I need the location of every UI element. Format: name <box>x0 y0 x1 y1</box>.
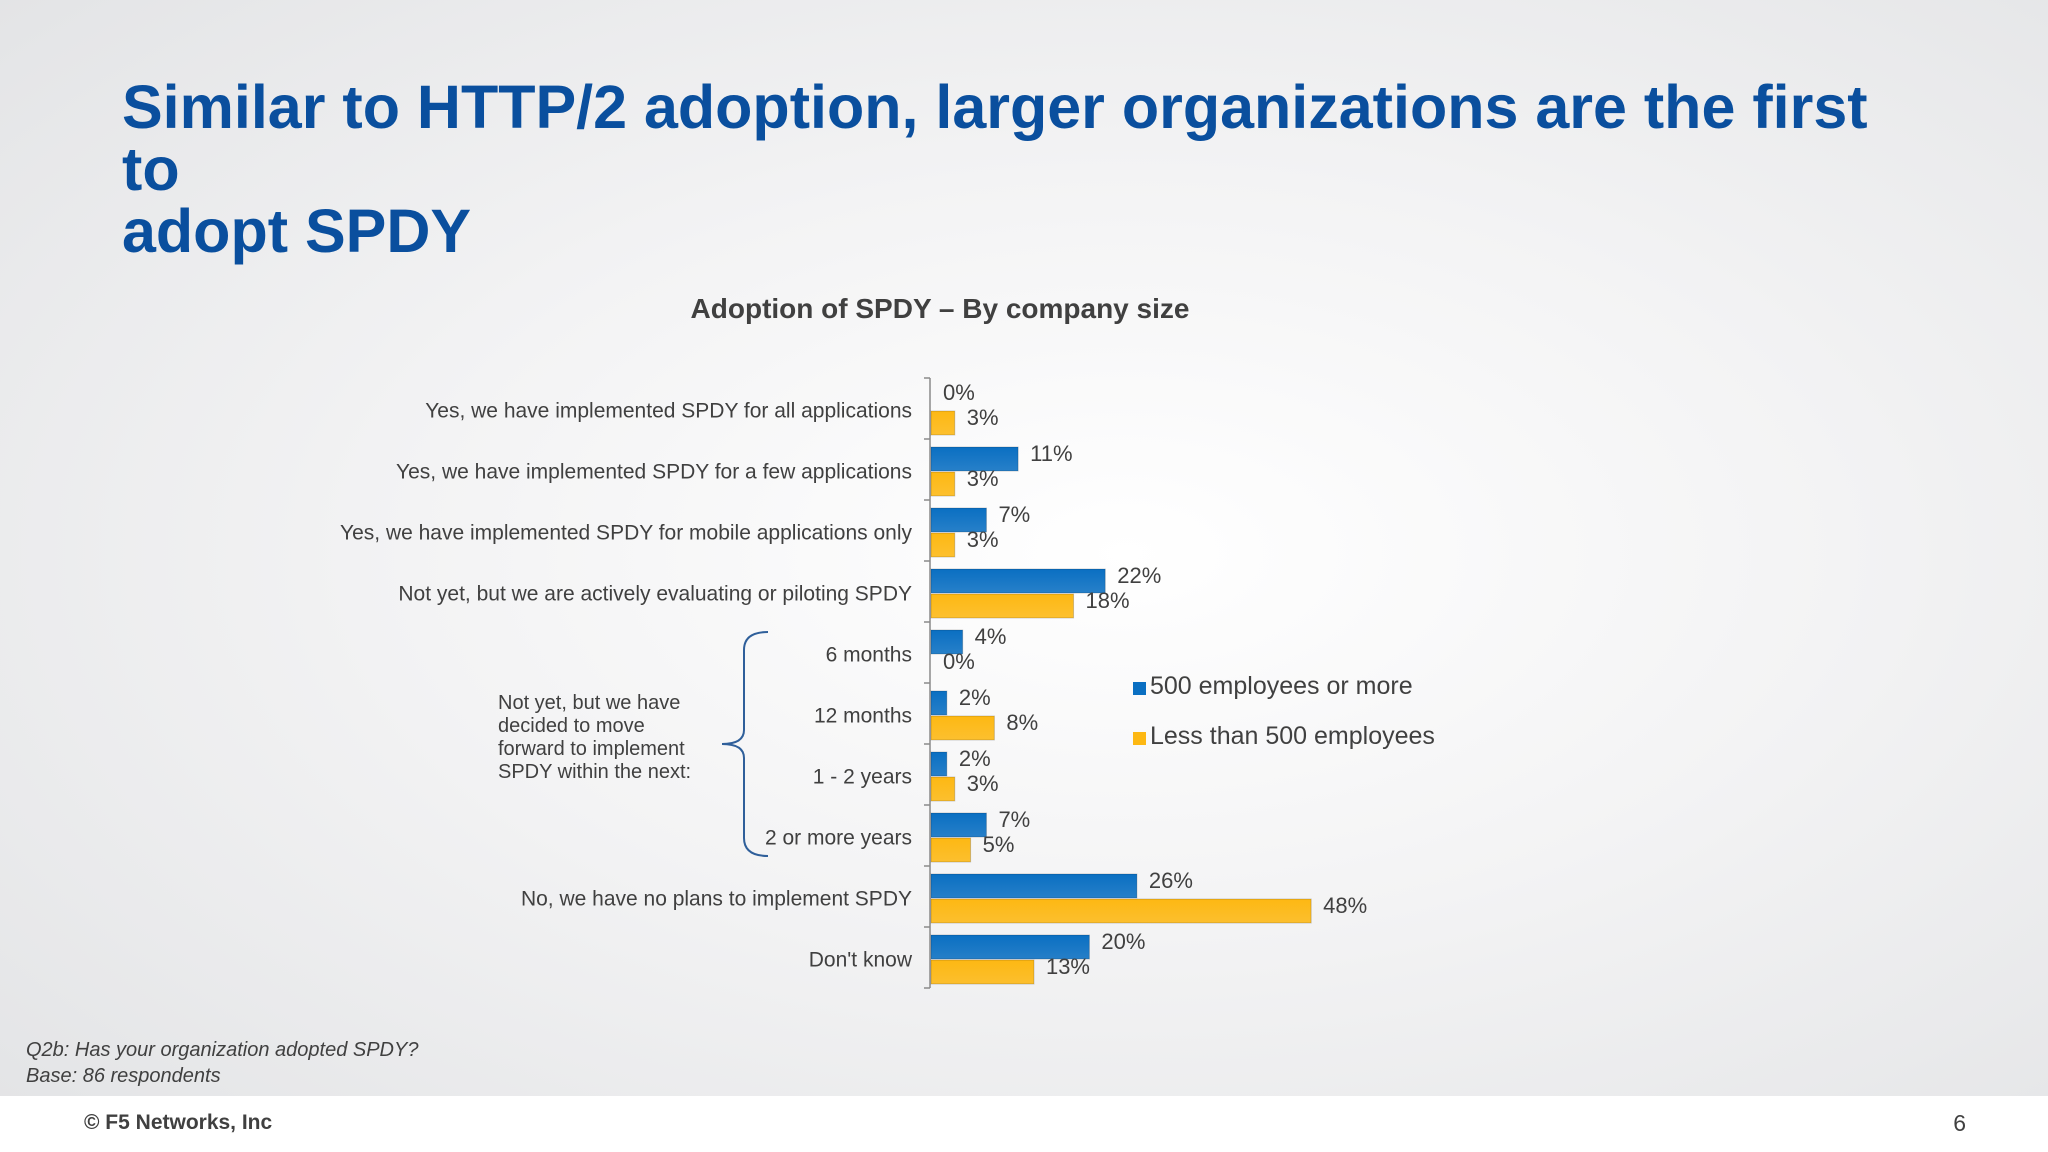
bar-500-or-more <box>930 629 964 655</box>
bar-less-than-500 <box>930 837 972 863</box>
page-number: 6 <box>1953 1110 1966 1136</box>
data-label: 2% <box>959 746 991 771</box>
data-label: 5% <box>983 832 1015 857</box>
group-label-line: decided to move <box>498 715 645 737</box>
copyright-text: © F5 Networks, Inc <box>84 1111 273 1134</box>
category-label: No, we have no plans to implement SPDY <box>521 888 912 911</box>
data-label: 3% <box>967 466 999 491</box>
data-label: 18% <box>1086 588 1130 613</box>
bar-less-than-500 <box>930 532 956 558</box>
footer-bar <box>0 1096 2048 1152</box>
bar-500-or-more <box>930 751 948 777</box>
footnote-question: Q2b: Has your organization adopted SPDY? <box>26 1039 419 1061</box>
legend-label: Less than 500 employees <box>1150 722 1435 750</box>
category-label: 6 months <box>826 644 912 667</box>
bar-500-or-more <box>930 873 1138 899</box>
category-label: Yes, we have implemented SPDY for all ap… <box>425 400 912 423</box>
footnote: Q2b: Has your organization adopted SPDY?… <box>26 1037 418 1089</box>
slide-title-line-2: adopt SPDY <box>122 197 472 265</box>
data-label: 0% <box>943 380 975 405</box>
data-label: 13% <box>1046 954 1090 979</box>
bar-500-or-more <box>930 568 1106 594</box>
data-label: 48% <box>1323 893 1367 918</box>
category-label: Not yet, but we are actively evaluating … <box>398 583 912 606</box>
data-label: 4% <box>975 624 1007 649</box>
group-label: Not yet, but we have decided to move forwa… <box>498 692 691 783</box>
category-label: Yes, we have implemented SPDY for a few … <box>396 461 912 484</box>
data-label: 7% <box>998 807 1030 832</box>
bar-less-than-500 <box>930 410 956 436</box>
category-label: 1 - 2 years <box>813 766 912 789</box>
data-label: 2% <box>959 685 991 710</box>
bar-less-than-500 <box>930 715 995 741</box>
category-label: 12 months <box>814 705 912 728</box>
data-label: 11% <box>1030 441 1072 466</box>
data-label: 26% <box>1149 868 1193 893</box>
data-label: 3% <box>967 527 999 552</box>
category-label: 2 or more years <box>765 827 912 850</box>
data-label: 22% <box>1117 563 1161 588</box>
bar-500-or-more <box>930 446 1019 472</box>
slide-title: Similar to HTTP/2 adoption, larger organ… <box>122 76 1882 262</box>
group-label-line: Not yet, but we have <box>498 692 680 714</box>
group-label-line: SPDY within the next: <box>498 761 691 783</box>
chart-title: Adoption of SPDY – By company size <box>691 293 1190 324</box>
data-label: 3% <box>967 405 999 430</box>
data-label: 3% <box>967 771 999 796</box>
legend-label: 500 employees or more <box>1150 672 1413 700</box>
category-label: Don't know <box>809 949 913 972</box>
bar-less-than-500 <box>930 593 1075 619</box>
data-label: 8% <box>1006 710 1038 735</box>
bar-less-than-500 <box>930 898 1312 924</box>
bar-less-than-500 <box>930 959 1035 985</box>
bar-500-or-more <box>930 934 1090 960</box>
legend-swatch <box>1133 682 1146 695</box>
group-label-line: forward to implement <box>498 738 685 760</box>
data-label: 20% <box>1101 929 1145 954</box>
bar-500-or-more <box>930 812 987 838</box>
category-label: Yes, we have implemented SPDY for mobile… <box>340 522 912 545</box>
bar-less-than-500 <box>930 776 956 802</box>
bar-500-or-more <box>930 507 987 533</box>
data-label: 7% <box>998 502 1030 527</box>
data-label: 0% <box>943 649 975 674</box>
slide-title-line-1: Similar to HTTP/2 adoption, larger organ… <box>122 73 1868 203</box>
footnote-base: Base: 86 respondents <box>26 1065 221 1087</box>
bar-500-or-more <box>930 690 948 716</box>
group-bracket <box>721 631 769 857</box>
bar-less-than-500 <box>930 471 956 497</box>
legend-swatch <box>1133 732 1146 745</box>
